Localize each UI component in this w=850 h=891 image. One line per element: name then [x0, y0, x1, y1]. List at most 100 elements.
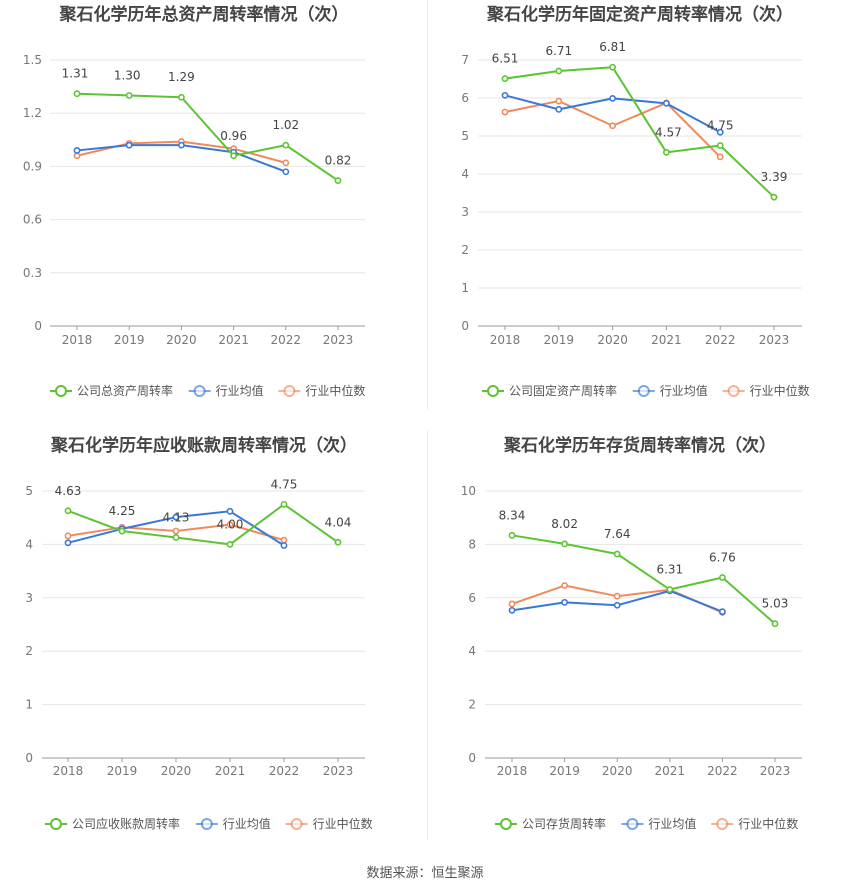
data-point-median: [555, 97, 563, 105]
data-point-avg: [613, 601, 621, 609]
data-label: 1.30: [114, 68, 141, 82]
y-tick-label: 5: [25, 484, 33, 498]
chart-panel-1: 聚石化学历年总资产周转率情况（次） 0 0.3 0.6 0.9 1.2 1.5 2018 201…: [23, 4, 366, 398]
legend-marker-company: [50, 818, 62, 830]
data-label: 6.51: [492, 52, 519, 66]
data-label: 4.13: [163, 510, 190, 524]
chart-panel-4: 聚石化学历年存货周转率情况（次） 0 2 4 6 8 10 2018 2019 2020 2021 2…: [461, 435, 802, 831]
data-point-avg: [561, 598, 568, 606]
series-line-company: [511, 534, 776, 625]
chart-title: 聚石化学历年固定资产周转率情况（次）: [486, 4, 793, 25]
data-point-company: [771, 620, 779, 628]
x-tick-label: 2019: [549, 764, 580, 778]
data-label: 4.63: [55, 484, 82, 498]
data-point-median: [73, 152, 81, 160]
series-line-company: [67, 503, 339, 546]
x-tick-label: 2023: [759, 333, 790, 347]
y-tick-label: 4: [25, 537, 33, 551]
data-label: 1.02: [272, 118, 299, 132]
data-label: 4.00: [217, 517, 244, 531]
data-point-company: [501, 75, 509, 83]
data-point-median: [172, 527, 180, 535]
y-tick-label: 8: [468, 537, 476, 551]
data-point-avg: [716, 128, 724, 136]
x-tick-label: 2018: [62, 333, 93, 347]
y-tick-label: 1: [25, 698, 33, 712]
series-line-company: [504, 66, 775, 198]
y-tick-label: 2: [468, 698, 476, 712]
data-source-label: 数据来源：恒生聚源: [366, 866, 484, 881]
data-point-company: [770, 193, 778, 201]
data-label: 8.02: [551, 517, 578, 531]
legend-label-company: 公司存货周转率: [522, 816, 606, 831]
data-point-company: [64, 507, 72, 515]
y-tick-label: 0: [468, 751, 476, 765]
legend-marker-avg: [637, 385, 650, 397]
legend-label-company: 公司总资产周转率: [77, 383, 173, 398]
chart-title: 聚石化学历年总资产周转率情况（次）: [59, 4, 349, 25]
y-tick-label: 0: [34, 319, 42, 333]
data-point-company: [663, 148, 670, 156]
data-point-median: [64, 532, 72, 540]
x-tick-label: 2021: [655, 764, 686, 778]
y-tick-label: 4: [461, 167, 469, 181]
legend-marker-median: [727, 385, 740, 397]
data-point-avg: [663, 99, 670, 107]
data-point-avg: [609, 94, 616, 102]
data-point-company: [613, 550, 621, 558]
x-tick-label: 2021: [215, 764, 246, 778]
data-point-company: [334, 538, 342, 546]
legend-label-median: 行业中位数: [305, 383, 365, 398]
data-point-avg: [64, 539, 72, 547]
data-point-company: [716, 142, 724, 149]
data-label: 4.04: [325, 515, 352, 529]
legend-marker-median: [290, 818, 303, 830]
y-tick-label: 5: [461, 129, 469, 143]
y-tick-label: 10: [461, 484, 476, 498]
data-point-avg: [282, 168, 290, 176]
y-tick-label: 2: [461, 243, 469, 257]
data-point-company: [719, 574, 726, 581]
y-tick-label: 0: [461, 319, 469, 333]
y-tick-label: 1.2: [23, 106, 42, 120]
data-point-company: [125, 92, 133, 99]
data-point-company: [280, 500, 288, 508]
data-point-avg: [508, 606, 516, 614]
data-label: 0.82: [325, 154, 352, 168]
y-tick-label: 6: [461, 91, 469, 105]
legend-marker-median: [716, 818, 729, 830]
data-point-median: [280, 536, 288, 544]
data-label: 1.29: [168, 70, 195, 84]
legend-label-median: 行业中位数: [750, 383, 810, 398]
legend-marker-company: [487, 385, 499, 397]
legend-marker-avg: [200, 818, 213, 830]
data-label: 4.75: [707, 119, 734, 133]
legend-label-median: 行业中位数: [313, 816, 373, 831]
x-tick-label: 2020: [602, 764, 633, 778]
data-point-avg: [555, 106, 563, 113]
data-label: 6.76: [709, 551, 736, 565]
legend-label-median: 行业中位数: [738, 816, 798, 831]
legend-label-avg: 行业均值: [223, 816, 271, 831]
x-tick-label: 2022: [269, 764, 300, 778]
data-point-company: [609, 63, 616, 71]
x-tick-label: 2023: [323, 764, 354, 778]
data-point-median: [501, 108, 509, 116]
data-point-avg: [177, 141, 185, 149]
data-label: 4.57: [655, 125, 682, 139]
data-label: 4.75: [271, 477, 298, 491]
legend-label-company: 公司固定资产周转率: [509, 383, 617, 398]
y-tick-label: 0.6: [23, 213, 42, 227]
data-point-median: [716, 153, 724, 161]
chart-title: 聚石化学历年应收账款周转率情况（次）: [50, 435, 357, 456]
x-tick-label: 2021: [218, 333, 249, 347]
data-point-avg: [719, 608, 726, 616]
y-tick-label: 2: [25, 644, 33, 658]
y-tick-label: 0: [25, 751, 33, 765]
legend-marker-median: [283, 385, 296, 397]
x-tick-label: 2022: [705, 333, 736, 347]
panel-divider-top: [427, 0, 428, 410]
data-point-avg: [280, 542, 288, 549]
